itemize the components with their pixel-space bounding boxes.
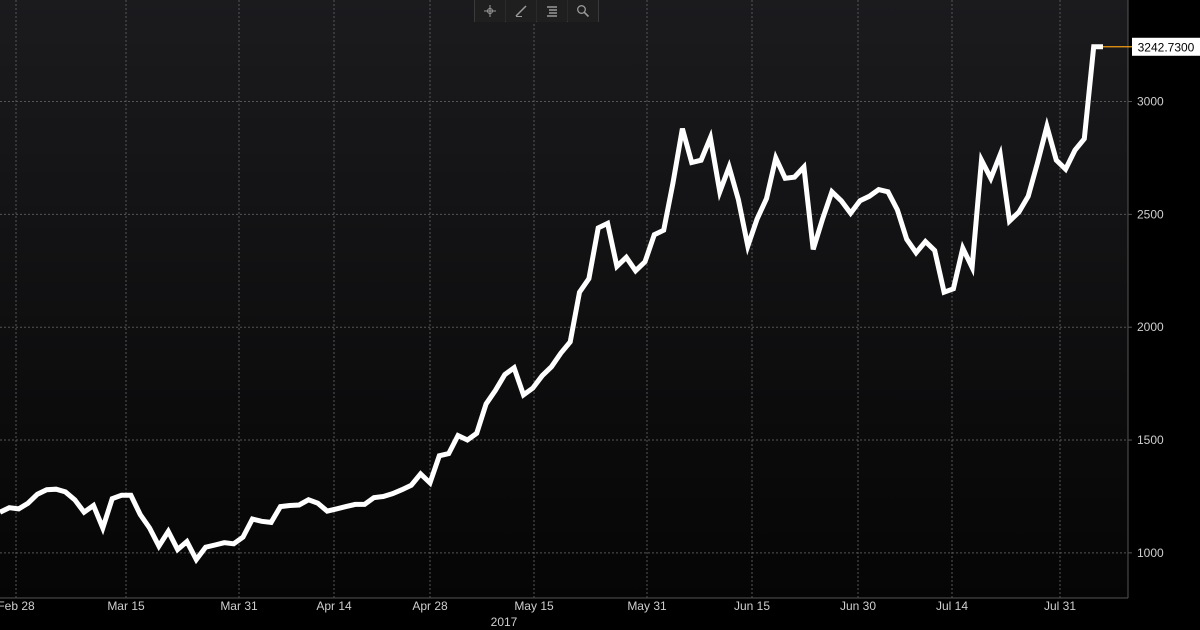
x-tick-label: Mar 31 <box>220 599 258 613</box>
last-value-label: 3242.7300 <box>1138 40 1195 54</box>
y-tick-label: 3000 <box>1137 95 1164 109</box>
legend-button[interactable] <box>537 0 567 22</box>
chart-toolbar <box>474 0 599 22</box>
x-tick-label: May 15 <box>514 599 554 613</box>
plot-area <box>0 0 1128 598</box>
x-tick-label: May 31 <box>627 599 667 613</box>
x-tick-label: Jul 14 <box>936 599 968 613</box>
draw-line-icon <box>515 5 527 17</box>
y-tick-label: 1500 <box>1137 433 1164 447</box>
series-line <box>0 44 1103 565</box>
series-layer <box>0 44 1103 565</box>
x-axis-year-label: 2017 <box>491 615 518 629</box>
x-tick-label: Feb 28 <box>0 599 35 613</box>
x-tick-label: Apr 28 <box>412 599 448 613</box>
x-tick-label: Mar 15 <box>107 599 145 613</box>
zoom-button[interactable] <box>568 0 598 22</box>
last-value-badge <box>1132 37 1200 56</box>
y-tick-label: 2500 <box>1137 207 1164 221</box>
draw-line-button[interactable] <box>506 0 536 22</box>
y-tick-label: 1000 <box>1137 546 1164 560</box>
x-tick-label: Apr 14 <box>316 599 352 613</box>
grid <box>0 0 1128 598</box>
x-tick-label: Jun 15 <box>734 599 770 613</box>
legend-list-icon <box>547 6 557 17</box>
x-tick-label: Jul 31 <box>1044 599 1076 613</box>
zoom-icon <box>577 5 590 18</box>
x-tick-label: Jun 30 <box>840 599 876 613</box>
crosshair-button[interactable] <box>475 0 505 22</box>
y-tick-label: 2000 <box>1137 320 1164 334</box>
crosshair-icon <box>484 5 496 17</box>
